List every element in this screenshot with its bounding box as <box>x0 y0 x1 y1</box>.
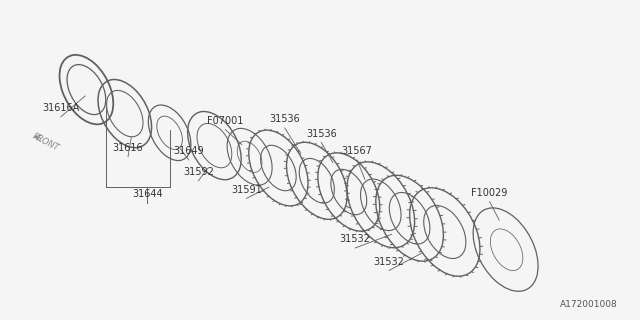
Text: 31616: 31616 <box>113 143 143 153</box>
Text: 31532: 31532 <box>374 257 404 267</box>
Text: FRONT: FRONT <box>31 132 61 153</box>
Text: A172001008: A172001008 <box>560 300 618 309</box>
Text: 31591: 31591 <box>231 185 262 195</box>
Text: 31649: 31649 <box>173 146 204 156</box>
Text: F10029: F10029 <box>472 188 508 198</box>
Text: 31592: 31592 <box>183 167 214 177</box>
Text: 31567: 31567 <box>342 146 372 156</box>
Text: F07001: F07001 <box>207 116 243 126</box>
Text: 31532: 31532 <box>340 234 371 244</box>
Text: 31536: 31536 <box>306 129 337 139</box>
Text: 31616A: 31616A <box>42 103 79 113</box>
Text: 31536: 31536 <box>269 114 300 124</box>
Text: 31644: 31644 <box>132 189 163 199</box>
